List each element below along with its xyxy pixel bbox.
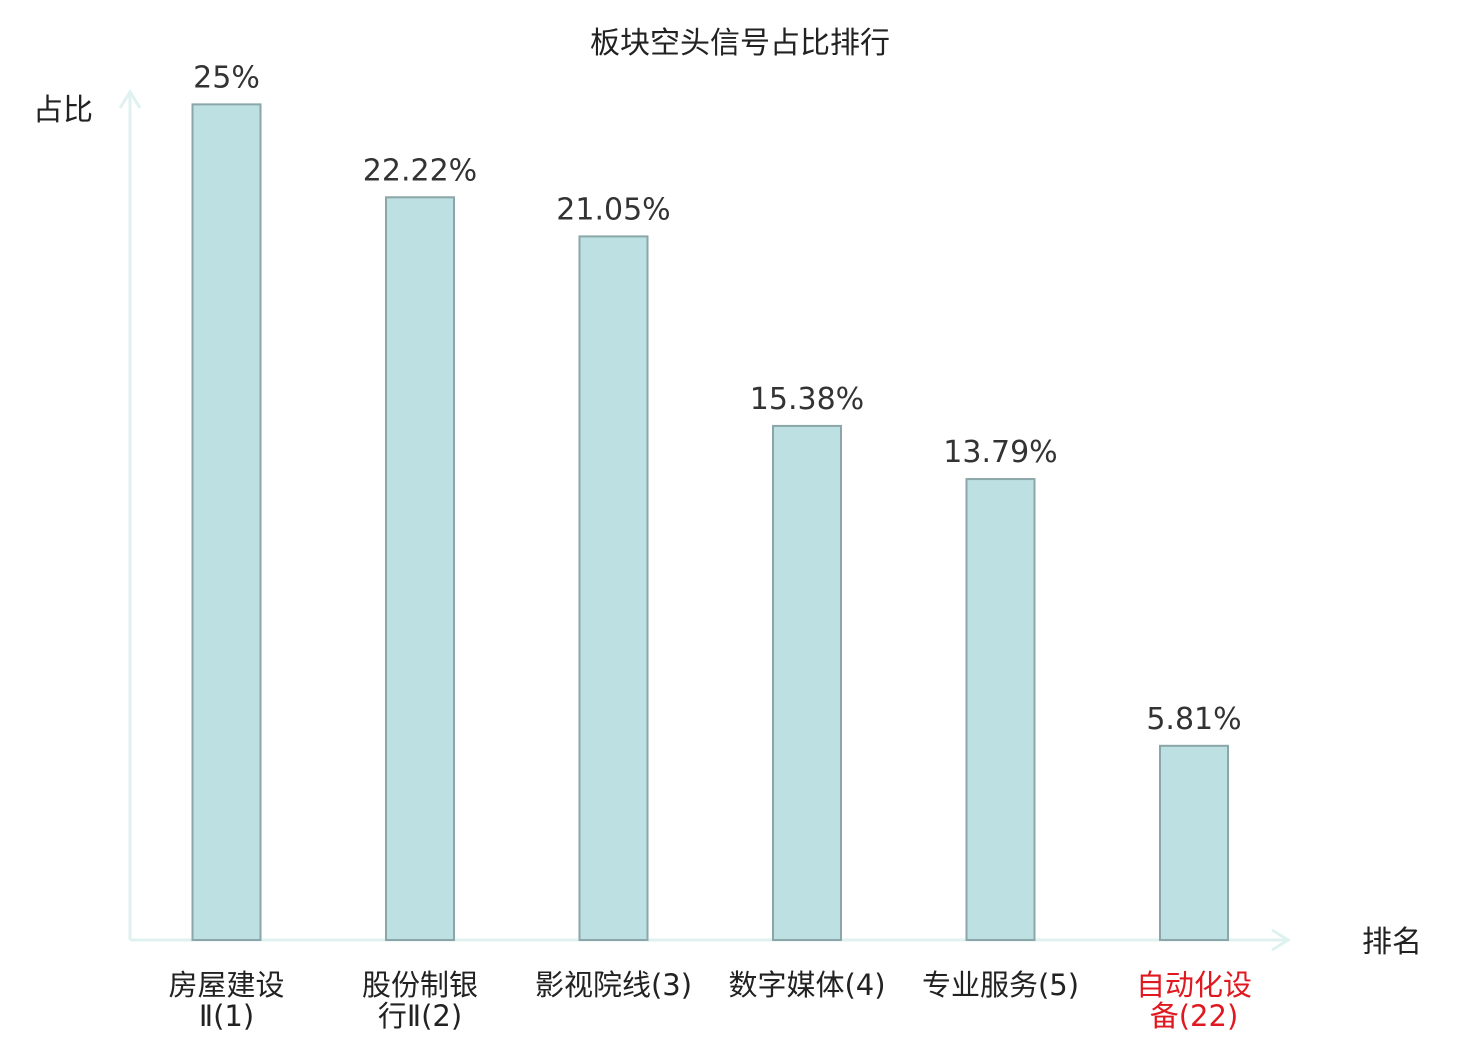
y-axis-arrow [118, 89, 142, 109]
bar-value-label: 15.38% [750, 382, 864, 417]
category-label-line: 行Ⅱ(2) [378, 999, 462, 1033]
category-label-line: 自动化设 [1136, 968, 1252, 1002]
category-label: 股份制银行Ⅱ(2) [362, 968, 478, 1033]
bar-value-label: 25% [193, 60, 260, 95]
category-label-line: 专业服务(5) [922, 968, 1079, 1002]
chart-title: 板块空头信号占比排行 [590, 26, 890, 61]
x-axis [130, 928, 1291, 952]
category-label: 专业服务(5) [922, 968, 1079, 1002]
category-label-line: Ⅱ(1) [199, 999, 254, 1033]
category-label-line: 房屋建设 [168, 968, 284, 1002]
category-label: 影视院线(3) [535, 968, 692, 1002]
category-label: 自动化设备(22) [1136, 968, 1252, 1033]
bar [578, 235, 649, 942]
bar [965, 478, 1036, 941]
bar [1159, 744, 1229, 942]
bar-value-label: 21.05% [556, 192, 670, 227]
x-axis-arrow [1271, 928, 1291, 952]
category-label-line: 股份制银 [362, 968, 478, 1002]
bar-value-label: 13.79% [943, 435, 1057, 470]
bar-value-label: 22.22% [363, 153, 477, 188]
category-labels-group: 房屋建设 Ⅱ(1) 股份制银行Ⅱ(2) 影视院线(3) 数字媒体(4) 专业服务(5) 自动… [168, 968, 1252, 1033]
category-label: 房屋建设 Ⅱ(1) [168, 968, 284, 1033]
bar [772, 424, 842, 941]
y-axis-label: 占比 [33, 93, 93, 128]
x-axis-label: 排名 [1362, 925, 1422, 960]
bars-group [191, 103, 1229, 942]
category-label-line: 影视院线(3) [535, 968, 692, 1002]
bar-value-label: 5.81% [1146, 702, 1241, 737]
bar [191, 103, 262, 942]
category-label-line: 备(22) [1150, 999, 1239, 1033]
y-axis [118, 89, 142, 940]
category-label-line: 数字媒体(4) [728, 968, 885, 1002]
category-label: 数字媒体(4) [728, 968, 885, 1002]
value-labels-group: 25% 22.22% 21.05% 15.38% 13.79% 5.81% [193, 60, 1242, 736]
bar [385, 196, 455, 942]
